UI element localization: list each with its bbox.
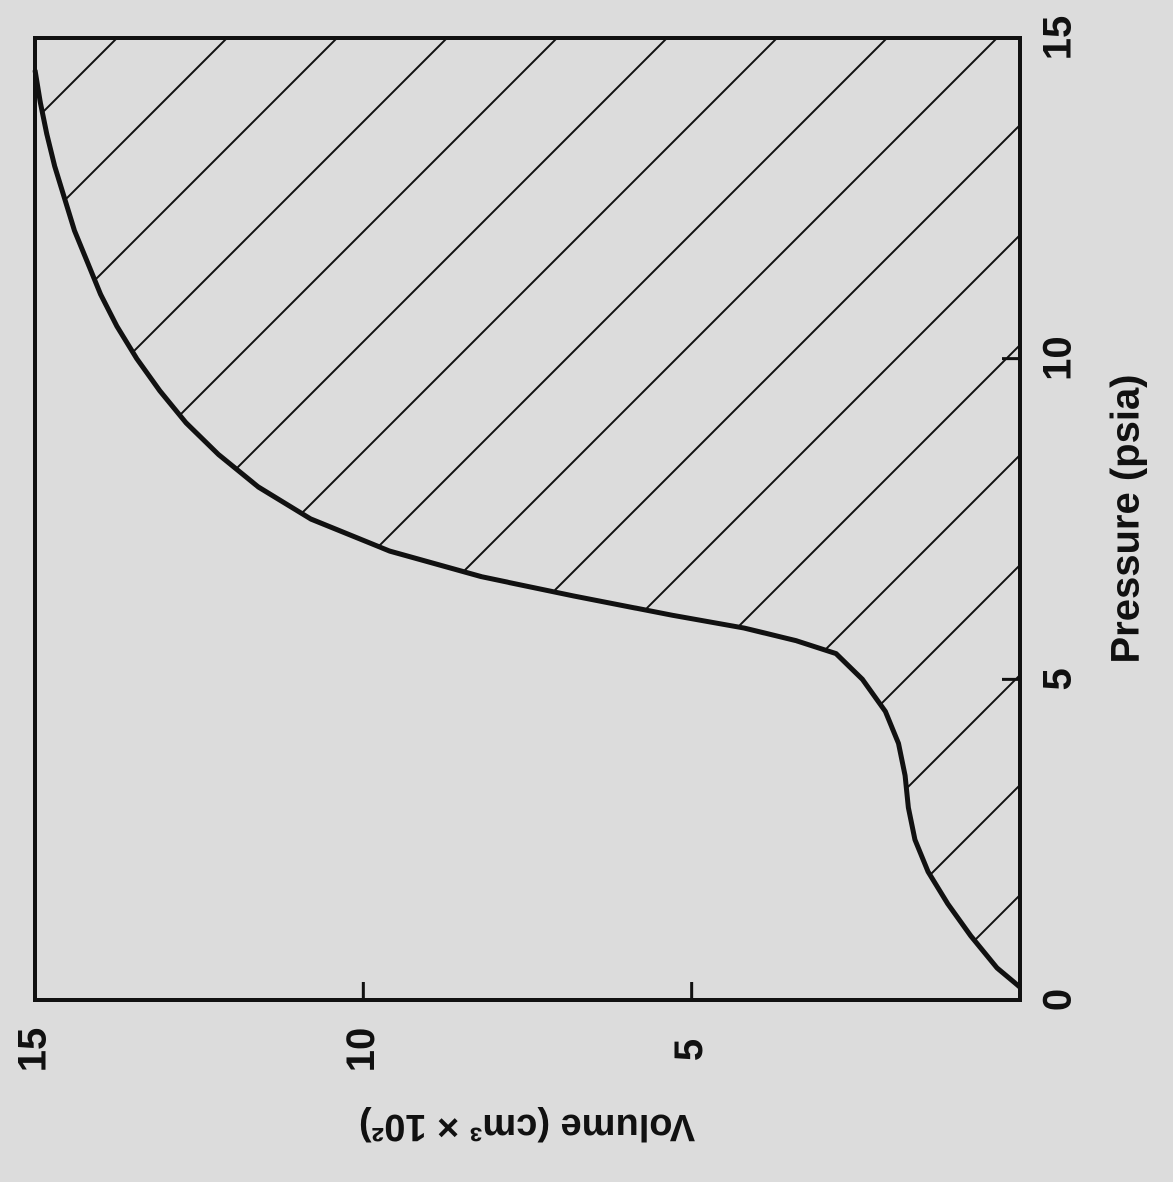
hatch-line [254, 38, 1020, 988]
x-axis-label: Pressure (psia) [1104, 374, 1148, 663]
y-tick-label: 10 [339, 1028, 383, 1073]
y-tick-label: 15 [11, 1028, 55, 1073]
hatch-line [364, 38, 1020, 988]
x-tick-label: 10 [1036, 336, 1080, 381]
hatch-line [35, 38, 156, 988]
hatch-line [804, 38, 1020, 988]
y-tick-label: 5 [667, 1039, 711, 1061]
hatch-line [35, 38, 1020, 988]
hatch-line [35, 38, 596, 988]
hatch-group [35, 0, 1173, 1000]
x-tick-label: 15 [1036, 16, 1080, 61]
y-axis-label: Volume (cm³ × 10²) [359, 1106, 695, 1148]
hatch-line [474, 38, 1020, 988]
hatch-line [694, 38, 1020, 988]
hatch-line [35, 38, 926, 988]
plot-frame [33, 36, 1022, 1002]
hatch-line [1025, 0, 1173, 1000]
data-curve [32, 69, 1022, 990]
hatch-line [35, 38, 816, 988]
hatch-line [144, 38, 1020, 988]
x-tick-label: 5 [1036, 668, 1080, 690]
x-tick-label: 0 [1036, 989, 1080, 1011]
hatch-line [35, 38, 486, 988]
hatch-line [35, 38, 706, 988]
hatch-line [35, 38, 46, 988]
hatch-line [35, 38, 266, 988]
hatch-line [35, 38, 376, 988]
hatch-line [584, 38, 1020, 988]
